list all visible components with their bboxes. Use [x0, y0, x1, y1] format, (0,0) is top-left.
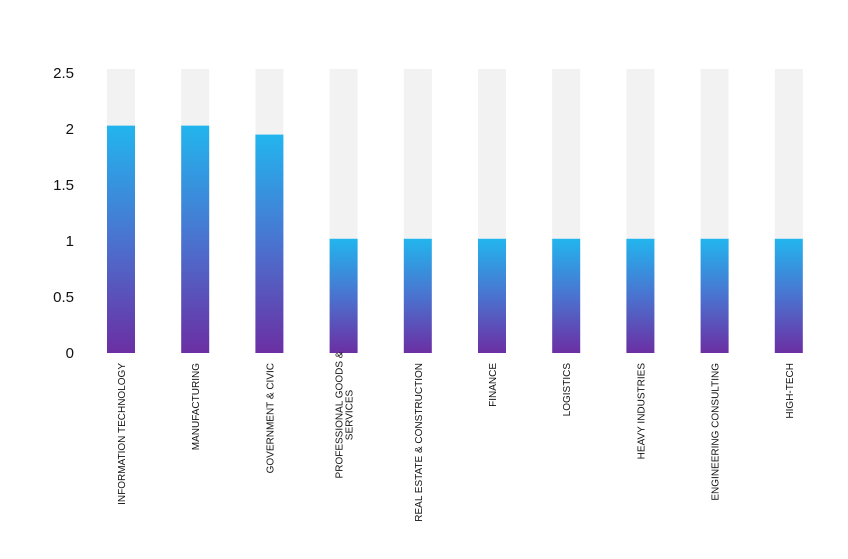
y-tick-label: 2 [66, 121, 74, 138]
y-tick-label: 0.5 [53, 289, 74, 306]
x-category-label: GOVERNMENT & CIVIC [265, 363, 276, 473]
x-category-label-line: ENGINEERING CONSULTING [711, 363, 722, 501]
bar [107, 125, 135, 353]
bar [329, 238, 358, 353]
x-category-label: MANUFACTURING [191, 363, 202, 450]
x-category-label-line: PROFESSIONAL GOODS & [335, 351, 346, 478]
x-category-label-line: FINANCE [488, 363, 499, 407]
x-category-label-line: MANUFACTURING [191, 363, 202, 450]
x-category-label-line: HEAVY INDUSTRIES [636, 363, 647, 460]
x-category-label: HIGH-TECH [785, 363, 796, 419]
x-category-label-line: REAL ESTATE & CONSTRUCTION [414, 363, 425, 522]
bar [700, 238, 729, 353]
x-category-label: REAL ESTATE & CONSTRUCTION [414, 363, 425, 522]
x-axis-labels: INFORMATION TECHNOLOGY MANUFACTURING GOVER… [117, 351, 796, 521]
x-category-label: HEAVY INDUSTRIES [636, 363, 647, 460]
track-layer [107, 69, 803, 353]
x-category-label-line: LOGISTICS [562, 363, 573, 417]
x-category-label-line: HIGH-TECH [785, 363, 796, 419]
y-tick-label: 1.5 [53, 177, 74, 194]
y-tick-label: 0 [66, 345, 74, 362]
x-category-label: ENGINEERING CONSULTING [711, 363, 722, 501]
bar [255, 134, 284, 353]
y-tick-label: 1 [66, 233, 74, 250]
bar-layer [107, 125, 803, 353]
x-category-label-line: GOVERNMENT & CIVIC [265, 363, 276, 473]
bar [626, 238, 655, 353]
bar [774, 238, 803, 353]
y-tick-label: 2.5 [53, 65, 74, 82]
x-category-label: INFORMATION TECHNOLOGY [117, 363, 128, 505]
bar [478, 238, 506, 353]
x-category-label: FINANCE [488, 363, 499, 407]
x-category-label-line: SERVICES [345, 389, 356, 440]
y-axis-ticks: 0 0.5 1 1.5 2 2.5 [53, 65, 74, 362]
bar [181, 125, 210, 353]
bar [403, 238, 432, 353]
x-category-label: LOGISTICS [562, 363, 573, 417]
x-category-label: PROFESSIONAL GOODS & SERVICES [335, 351, 356, 478]
x-category-label-line: INFORMATION TECHNOLOGY [117, 363, 128, 505]
bar [552, 238, 581, 353]
